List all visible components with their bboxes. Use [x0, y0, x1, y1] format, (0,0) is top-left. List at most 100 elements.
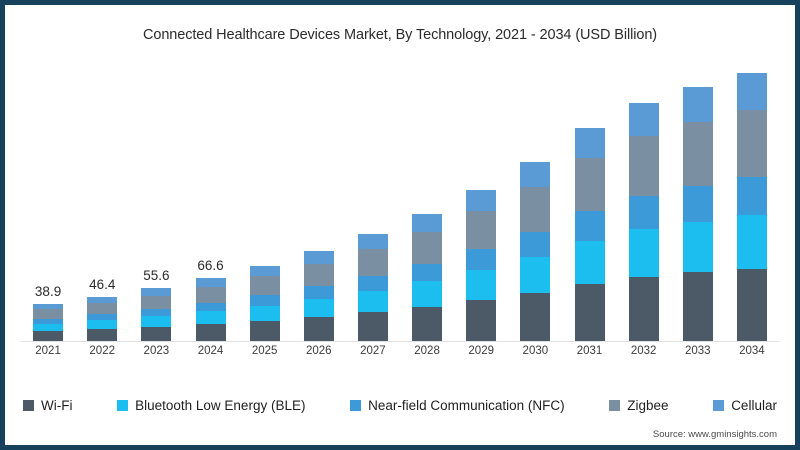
- bar-segment-2027-bluetooth-low-energy-ble: [357, 290, 388, 313]
- bar-segment-2022-cellular: [87, 297, 118, 304]
- legend-label: Zigbee: [627, 397, 669, 413]
- legend-item-cellular[interactable]: Cellular: [713, 398, 777, 413]
- bar-segment-2026-zigbee: [303, 264, 334, 287]
- bar-2031[interactable]: [574, 128, 605, 341]
- legend-item-wi-fi[interactable]: Wi-Fi: [23, 398, 72, 413]
- bar-value-label-2022: 46.4: [89, 277, 116, 293]
- legend-swatch-nfc: [350, 399, 362, 411]
- bar-segment-2027-near-field-communication-nfc: [357, 275, 388, 291]
- legend-item-near-field-communication-nfc[interactable]: Near-field Communication (NFC): [350, 398, 565, 413]
- bar-segment-2030-cellular: [520, 161, 551, 187]
- legend-item-bluetooth-low-energy-ble[interactable]: Bluetooth Low Energy (BLE): [117, 398, 305, 413]
- x-tick-2029: 2029: [468, 345, 494, 357]
- bar-segment-2023-bluetooth-low-energy-ble: [141, 316, 172, 327]
- bar-segment-2034-wi-fi: [736, 268, 767, 341]
- bar-2030[interactable]: [520, 161, 551, 341]
- bar-segment-2023-cellular: [141, 288, 172, 296]
- bar-segment-2028-near-field-communication-nfc: [412, 263, 443, 282]
- bar-segment-2031-cellular: [574, 128, 605, 159]
- plot-area: 38.9 46.4 55.6 66.6: [21, 67, 779, 342]
- bar-segment-2024-zigbee: [195, 286, 226, 303]
- x-tick-2030: 2030: [522, 345, 549, 357]
- bar-2022[interactable]: 46.4: [87, 277, 118, 341]
- bar-segment-2032-near-field-communication-nfc: [628, 195, 659, 230]
- bar-2026[interactable]: [303, 251, 334, 341]
- bar-value-label-2021: 38.9: [34, 284, 62, 300]
- bar-segment-2034-zigbee: [736, 110, 767, 178]
- bar-segment-2025-zigbee: [249, 276, 280, 296]
- bar-segment-2023-wi-fi: [141, 326, 172, 341]
- bar-segment-2024-wi-fi: [195, 323, 226, 341]
- legend-item-zigbee[interactable]: Zigbee: [609, 397, 669, 413]
- bar-segment-2026-wi-fi: [303, 316, 334, 341]
- x-tick-2022: 2022: [89, 345, 115, 357]
- source-attribution: Source: www.gminsights.com: [652, 429, 777, 440]
- bar-2023[interactable]: 55.6: [141, 268, 172, 341]
- bar-2021[interactable]: 38.9: [33, 284, 64, 341]
- bar-value-label-2023: 55.6: [143, 268, 170, 284]
- bar-segment-2021-bluetooth-low-energy-ble: [33, 323, 64, 332]
- bar-segment-2034-bluetooth-low-energy-ble: [736, 214, 767, 269]
- bar-segment-2025-near-field-communication-nfc: [249, 295, 280, 306]
- legend-label: Wi-Fi: [41, 397, 73, 413]
- x-tick-2032: 2032: [630, 345, 657, 357]
- bar-2028[interactable]: [412, 214, 443, 341]
- legend-swatch-ble: [117, 399, 129, 411]
- bar-segment-2029-zigbee: [466, 211, 497, 249]
- x-tick-2021: 2021: [35, 345, 61, 357]
- legend-swatch-cellular: [713, 399, 725, 411]
- bar-segment-2021-cellular: [33, 304, 64, 310]
- bar-2027[interactable]: [357, 234, 388, 341]
- bar-2025[interactable]: [249, 265, 280, 341]
- bar-2029[interactable]: [466, 190, 497, 341]
- x-tick-2023: 2023: [143, 345, 170, 357]
- bar-2034[interactable]: [736, 72, 767, 341]
- bar-segment-2033-wi-fi: [682, 272, 713, 341]
- legend-swatch-zigbee: [609, 399, 621, 411]
- chart-legend: Wi-Fi Bluetooth Low Energy (BLE) Near-fiel…: [23, 393, 777, 417]
- bar-segment-2033-bluetooth-low-energy-ble: [682, 221, 713, 273]
- x-tick-2024: 2024: [197, 345, 224, 357]
- bar-segment-2029-wi-fi: [466, 300, 497, 341]
- bar-segment-2034-near-field-communication-nfc: [736, 177, 767, 215]
- bar-segment-2026-near-field-communication-nfc: [303, 286, 334, 299]
- bar-segment-2022-wi-fi: [87, 329, 118, 341]
- bar-2024[interactable]: 66.6: [195, 258, 226, 341]
- bar-segment-2030-zigbee: [520, 186, 551, 232]
- bar-segment-2030-wi-fi: [520, 292, 551, 341]
- bar-segment-2033-cellular: [682, 86, 713, 123]
- bar-segment-2033-zigbee: [682, 122, 713, 186]
- bar-segment-2027-wi-fi: [357, 312, 388, 341]
- bar-segment-2023-zigbee: [141, 295, 172, 309]
- x-axis-tick-labels: 2021 2022 2023 2024 2025 2026 2027 2028 2029 2030…: [21, 345, 779, 365]
- bar-segment-2021-near-field-communication-nfc: [33, 318, 64, 324]
- x-tick-2025: 2025: [251, 345, 278, 357]
- bar-segment-2029-bluetooth-low-energy-ble: [466, 270, 497, 301]
- bar-2033[interactable]: [682, 86, 713, 341]
- bar-segment-2025-wi-fi: [249, 320, 280, 341]
- bar-segment-2028-zigbee: [412, 231, 443, 264]
- x-tick-2027: 2027: [360, 345, 386, 357]
- x-tick-2028: 2028: [414, 345, 440, 357]
- bar-segment-2030-bluetooth-low-energy-ble: [520, 256, 551, 293]
- bar-segment-2029-near-field-communication-nfc: [466, 248, 497, 271]
- bar-segment-2027-cellular: [357, 234, 388, 250]
- bar-segment-2032-cellular: [628, 103, 659, 137]
- chart-title: Connected Healthcare Devices Market, By …: [142, 27, 658, 43]
- legend-label: Near-field Communication (NFC): [368, 397, 565, 413]
- bar-segment-2031-wi-fi: [574, 283, 605, 341]
- bar-segment-2024-cellular: [195, 277, 226, 287]
- legend-label: Cellular: [731, 397, 777, 413]
- bar-segment-2021-zigbee: [33, 309, 64, 319]
- bar-segment-2026-cellular: [303, 251, 334, 265]
- bar-segment-2028-bluetooth-low-energy-ble: [412, 281, 443, 307]
- legend-swatch-wifi: [23, 399, 34, 411]
- x-tick-2026: 2026: [305, 345, 332, 357]
- bar-segment-2031-bluetooth-low-energy-ble: [574, 240, 605, 284]
- chart-canvas: Connected Healthcare Devices Market, By …: [5, 5, 795, 445]
- bar-value-label-2024: 66.6: [197, 257, 224, 273]
- bar-segment-2024-bluetooth-low-energy-ble: [195, 311, 226, 324]
- bar-segment-2028-cellular: [412, 214, 443, 232]
- bar-2032[interactable]: [628, 103, 659, 341]
